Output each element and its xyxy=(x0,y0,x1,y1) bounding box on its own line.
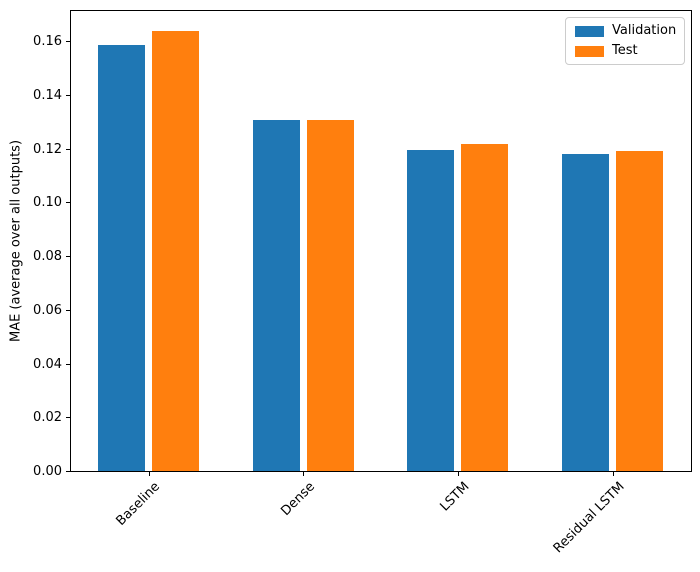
y-tick-mark xyxy=(66,471,70,472)
x-tick-mark xyxy=(457,472,459,476)
y-tick-label: 0.12 xyxy=(33,141,62,157)
y-tick-label: 0.00 xyxy=(33,464,62,479)
y-tick-label: 0.16 xyxy=(33,34,62,50)
x-tick-mark xyxy=(303,472,305,476)
legend-label-validation: Validation xyxy=(612,23,677,38)
x-tick-label-residual-lstm: Residual LSTM xyxy=(550,479,628,557)
bar-validation-dense xyxy=(252,120,300,471)
bar-test-residual-lstm xyxy=(616,151,664,471)
y-tick-label: 0.04 xyxy=(33,356,62,372)
legend-label-test: Test xyxy=(612,43,638,58)
legend-item-test: Test xyxy=(575,44,675,58)
x-tick-label-dense: Dense xyxy=(278,479,319,519)
legend-item-validation: Validation xyxy=(575,23,677,38)
y-tick-label: 0.08 xyxy=(33,249,62,265)
legend-swatch-test-icon xyxy=(575,45,604,57)
legend-swatch-validation-icon xyxy=(575,25,604,37)
y-tick-label: 0.10 xyxy=(33,195,62,211)
y-tick-label: 0.06 xyxy=(33,302,62,318)
x-tick-mark xyxy=(148,472,150,476)
x-tick-label-lstm: LSTM xyxy=(437,479,473,515)
bar-validation-lstm xyxy=(407,149,455,471)
bar-test-lstm xyxy=(461,144,509,471)
y-tick-mark xyxy=(66,309,70,311)
y-tick-mark xyxy=(66,256,70,258)
bar-validation-residual-lstm xyxy=(562,153,610,471)
y-tick-label: 0.02 xyxy=(33,410,62,426)
y-tick-mark xyxy=(66,41,70,43)
y-axis-label: MAE (average over all outputs) xyxy=(8,139,24,343)
y-tick-label: 0.14 xyxy=(33,87,62,103)
y-tick-mark xyxy=(66,417,70,419)
bar-validation-baseline xyxy=(98,44,146,471)
y-tick-mark xyxy=(66,94,70,96)
bar-test-dense xyxy=(306,120,354,471)
y-tick-mark xyxy=(66,363,70,365)
legend: Validation Test xyxy=(565,17,685,65)
y-tick-mark xyxy=(66,148,70,150)
bar-test-baseline xyxy=(152,31,200,471)
y-tick-mark xyxy=(66,202,70,204)
x-tick-label-baseline: Baseline xyxy=(113,479,164,529)
x-tick-mark xyxy=(612,472,614,476)
